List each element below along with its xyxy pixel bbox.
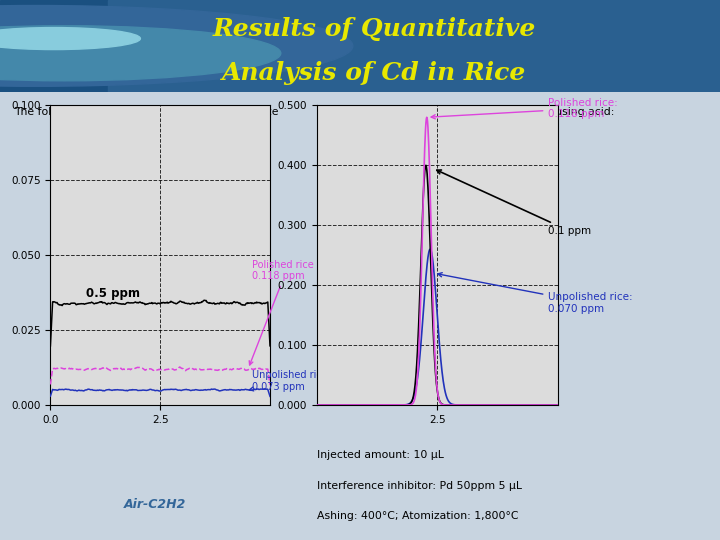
Text: Unpolished rice:
0.070 ppm: Unpolished rice: 0.070 ppm [438, 273, 633, 314]
Text: Injected amount: 10 μL: Injected amount: 10 μL [317, 450, 444, 461]
Text: polished rice: polished rice [405, 107, 474, 118]
Text: 0.5 ppm: 0.5 ppm [86, 287, 140, 300]
Text: unpolished: unpolished [323, 107, 382, 118]
Text: decomposed using acid:: decomposed using acid: [478, 107, 614, 118]
Text: Ashing: 400°C; Atomization: 1,800°C: Ashing: 400°C; Atomization: 1,800°C [317, 511, 518, 521]
Text: 0.1 ppm: 0.1 ppm [437, 170, 591, 236]
Circle shape [0, 28, 140, 50]
Text: Interference inhibitor: Pd 50ppm 5 μL: Interference inhibitor: Pd 50ppm 5 μL [317, 481, 522, 491]
Text: Furnace method: Furnace method [385, 139, 551, 157]
Bar [108, 0, 720, 92]
Text: Polished rice:
0.118 ppm: Polished rice: 0.118 ppm [431, 98, 618, 119]
Circle shape [0, 26, 281, 81]
Circle shape [0, 5, 353, 86]
Text: Flame method: Flame method [68, 139, 212, 157]
Text: Analysis of Cd in Rice: Analysis of Cd in Rice [222, 62, 526, 85]
Text: Air-C2H2: Air-C2H2 [124, 498, 186, 511]
Text: Polished rice :
0.118 ppm: Polished rice : 0.118 ppm [249, 260, 320, 365]
Text: and: and [387, 107, 415, 118]
Text: The following 2 methods can be used to analyze: The following 2 methods can be used to a… [14, 107, 282, 118]
Text: Unpolished rice :
0.073 ppm: Unpolished rice : 0.073 ppm [249, 370, 335, 392]
Text: Results of Quantitative: Results of Quantitative [213, 17, 536, 42]
